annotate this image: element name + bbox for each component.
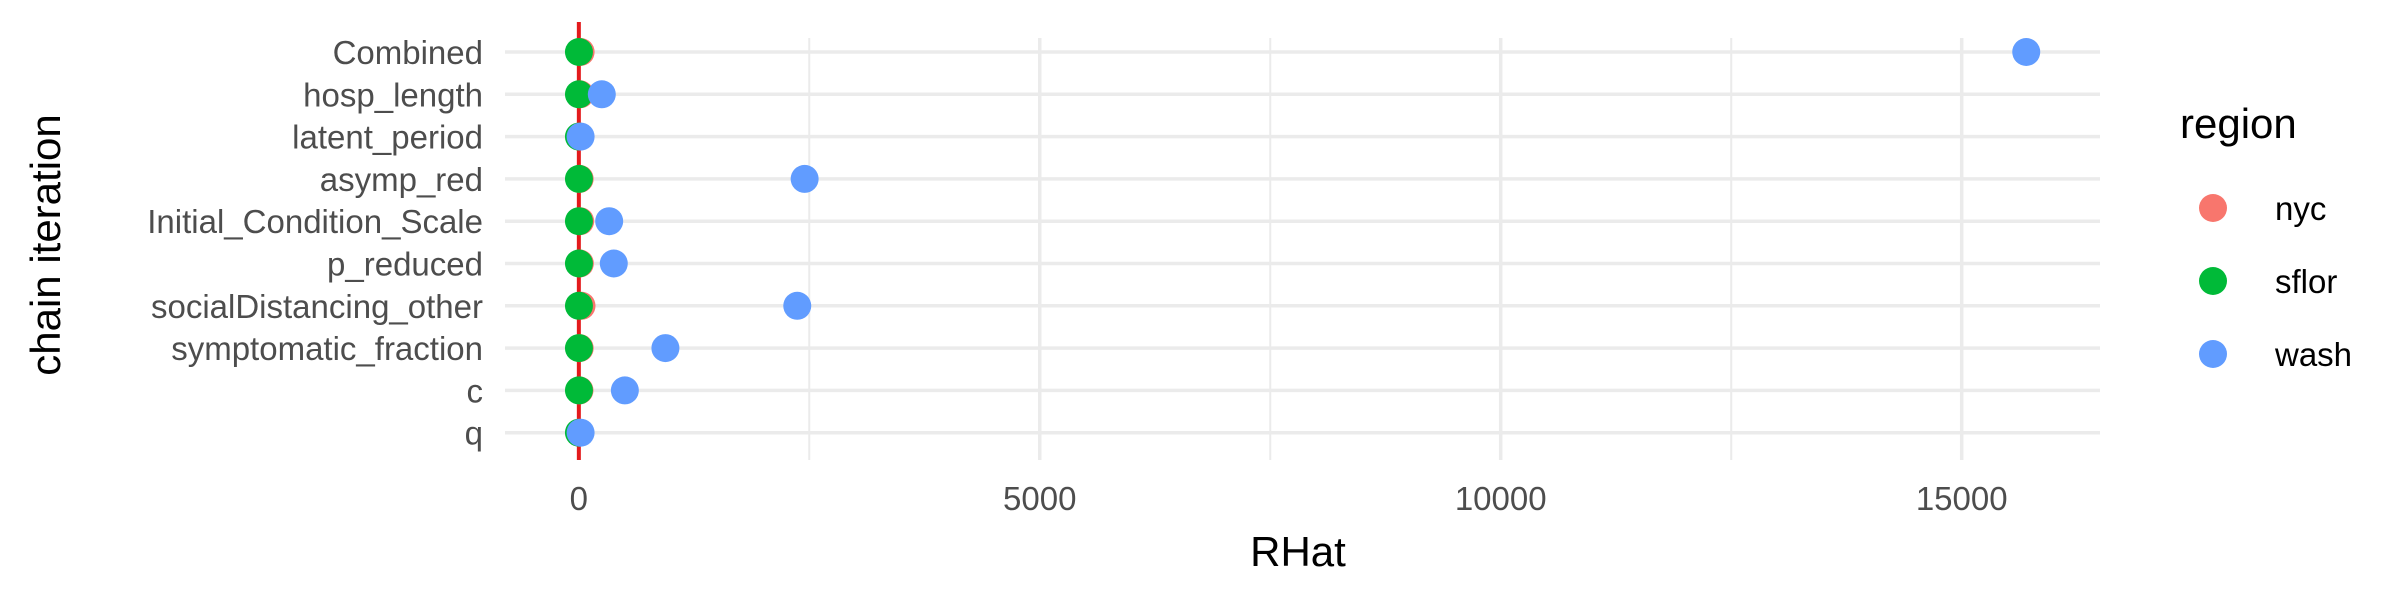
y-tick-label: p_reduced <box>327 246 483 283</box>
point-wash <box>599 249 628 278</box>
point-wash <box>566 122 595 151</box>
y-tick-label: asymp_red <box>320 161 483 198</box>
point-wash <box>566 418 595 447</box>
point-sflor <box>564 376 593 405</box>
y-tick-label: Initial_Condition_Scale <box>147 203 483 240</box>
legend-items: nyc sflor wash <box>2199 190 2352 373</box>
x-tick-label: 15000 <box>1916 480 2008 517</box>
grid <box>505 38 2100 460</box>
data-points <box>564 38 2041 447</box>
point-wash <box>2012 38 2041 66</box>
point-sflor <box>564 38 593 66</box>
y-tick-label: c <box>467 372 484 409</box>
point-sflor <box>564 249 593 278</box>
point-sflor <box>564 164 593 193</box>
legend: region nyc sflor wash <box>2180 100 2352 373</box>
point-wash <box>587 80 616 109</box>
y-tick-label: latent_period <box>292 119 483 156</box>
y-axis-tick-labels: Combined hosp_length latent_period asymp_re… <box>147 34 483 452</box>
legend-label-nyc: nyc <box>2275 190 2326 227</box>
legend-key-sflor <box>2199 267 2227 295</box>
point-wash <box>790 164 819 193</box>
legend-label-wash: wash <box>2274 336 2352 373</box>
x-axis-title: RHat <box>1250 528 1346 575</box>
x-axis-tick-labels: 0 5000 10000 15000 <box>570 480 2008 517</box>
y-tick-label: socialDistancing_other <box>151 288 483 325</box>
point-wash <box>783 291 812 320</box>
point-sflor <box>564 80 593 109</box>
x-tick-label: 5000 <box>1003 480 1076 517</box>
x-tick-label: 0 <box>570 480 588 517</box>
legend-key-nyc <box>2199 194 2227 222</box>
point-sflor <box>564 291 593 320</box>
legend-key-wash <box>2199 340 2227 368</box>
y-tick-label: q <box>465 415 483 452</box>
y-tick-label: Combined <box>333 34 483 71</box>
point-wash <box>651 334 680 363</box>
point-sflor <box>564 207 593 236</box>
x-tick-label: 10000 <box>1455 480 1547 517</box>
legend-title: region <box>2180 100 2297 147</box>
y-tick-label: symptomatic_fraction <box>171 330 483 367</box>
point-wash <box>595 207 624 236</box>
point-sflor <box>564 334 593 363</box>
legend-label-sflor: sflor <box>2275 263 2337 300</box>
y-tick-label: hosp_length <box>303 76 483 113</box>
y-axis-title: chain iteration <box>22 114 69 376</box>
point-wash <box>610 376 639 405</box>
